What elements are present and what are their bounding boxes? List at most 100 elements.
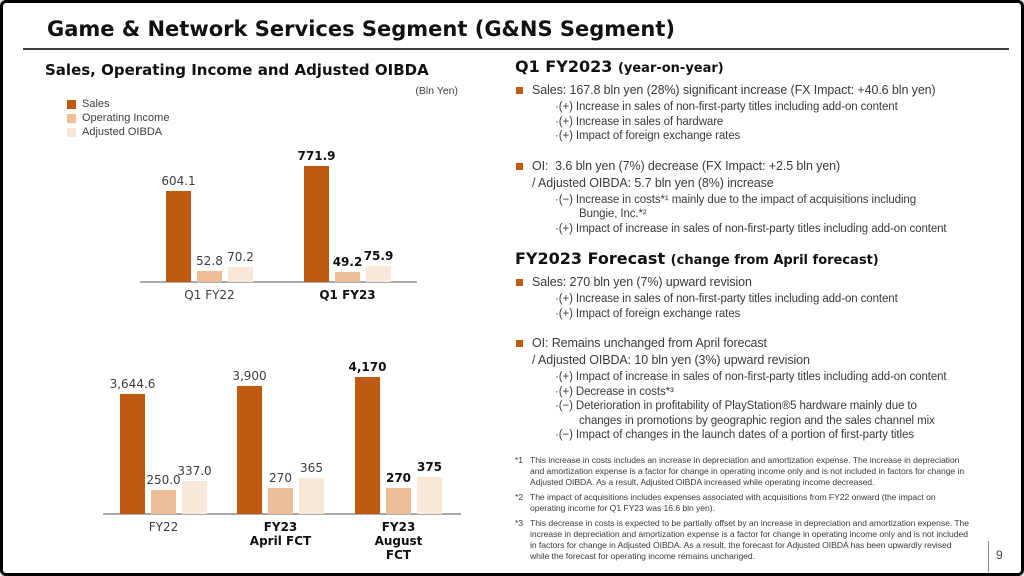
bar-operating-income [386,487,411,514]
bar-operating-income [335,271,360,282]
footnote-line: increase in depreciation and amortizatio… [530,529,968,539]
unit-label: (Bln Yen) [415,85,458,97]
bar-column-adjusted-oibda: 70.2 [227,143,254,282]
section-q1-fy2023: Q1 FY2023 (year-on-year) Sales: 167.8 bln… [515,57,1015,236]
footnote-line: *1 This increase in costs includes an inc… [515,455,1017,466]
bar-column-sales: 604.1 [161,143,196,282]
sub-bullet: ·(−) Impact of changes in the launch dat… [532,428,1015,443]
sub-bullet-text: ·(+) Increase in sales of non-first-part… [555,101,898,113]
bar-group-q1-fy22: 604.1 52.8 70.2 [161,143,254,282]
bar-column-sales: 771.9 [298,143,335,282]
bar-adjusted-oibda [366,265,391,282]
bar-column-sales: 4,170 [349,348,386,514]
page-number: 9 [996,548,1003,562]
sub-bullet: ·(+) Impact of increase in sales of non-… [532,370,1015,385]
sub-bullet: ·(+) Impact of foreign exchange rates [532,307,1015,322]
slide-title: Game & Network Services Segment (G&NS Se… [47,17,675,41]
bar-column-adjusted-oibda: 365 [299,348,324,514]
footnote-line: while the forecast for operating income … [530,551,755,561]
bar-column-operating-income: 250.0 [146,348,181,514]
legend-swatch-icon-sales [67,99,76,109]
legend-label: Operating Income [82,112,170,124]
sub-bullets: ·(+) Increase in sales of non-first-part… [532,100,1015,144]
bar-adjusted-oibda [417,477,442,514]
section-subtitle: (year-on-year) [617,61,724,76]
sub-bullet-text: ·(−) Deterioration in profitability of P… [555,400,917,412]
footnote-line: *2 The impact of acquisitions includes ex… [515,492,1017,503]
bullet-item: OI: Remains unchanged from April forecas… [515,335,1015,443]
bar-sales [355,377,380,514]
sub-bullet: ·(+) Increase in sales of hardware [532,115,1015,130]
footnote-line: and amortization expense is a factor for… [530,466,965,476]
bullet-square-icon [516,87,523,94]
bar-adjusted-oibda [299,478,324,514]
bar-sales [166,191,191,282]
sub-bullet: ·(+) Impact of foreign exchange rates [532,129,1015,144]
bullet-square-icon [516,340,523,347]
sub-bullet: ·(+) Increase in sales of non-first-part… [532,100,1015,115]
bullet-text: OI: Remains unchanged from April forecas… [532,336,767,350]
bar-column-operating-income: 52.8 [196,143,223,282]
footnote-marker: *2 [515,492,524,502]
bar-column-operating-income: 49.2 [333,143,362,282]
bar-value-label: 70.2 [227,250,254,265]
sub-bullet-text: changes in promotions by geographic regi… [579,414,935,427]
sub-bullets: ·(+) Impact of increase in sales of non-… [532,370,1015,443]
bar-column-operating-income: 270 [386,348,411,514]
bullet-text: Sales: 167.8 bln yen (28%) significant i… [532,83,936,97]
bullet-text: OI: 3.6 bln yen (7%) decrease (FX Impact… [532,158,841,173]
bullet-item: Sales: 167.8 bln yen (28%) significant i… [515,82,1015,144]
x-axis-line [140,281,417,283]
sub-bullet: ·(+) Decrease in costs*³ [532,385,1015,400]
sub-bullet: ·(−) Increase in costs*¹ mainly due to t… [532,193,1015,222]
bar-adjusted-oibda [228,267,253,282]
bar-value-label: 270 [269,470,292,485]
commentary-panel: Q1 FY2023 (year-on-year) Sales: 167.8 bln… [515,57,1015,456]
bar-column-operating-income: 270 [268,348,293,514]
bar-column-sales: 3,644.6 [110,348,155,514]
bar-value-label: 604.1 [161,174,196,189]
bullet-text: / Adjusted OIBDA: 5.7 bln yen (8%) incre… [532,175,774,190]
bar-value-label: 771.9 [297,149,336,163]
sub-bullet-text: ·(+) Decrease in costs*³ [555,385,674,398]
legend-swatch-icon-adjusted-oibda [67,127,76,137]
sub-bullets: ·(+) Increase in sales of non-first-part… [532,292,1015,321]
bullet-square-icon [516,162,523,170]
footnote-line: operating income for Q1 FY23 was 16.6 bl… [530,503,715,513]
sub-bullet: ·(−) Deterioration in profitability of P… [532,399,1015,428]
category-label: FY22 [148,520,179,534]
bar-chart-annual-forecast: 3,644.6 250.0 337.0 FY22 3,900 270 365 FY23 Apr… [103,348,461,562]
sub-bullet-text: ·(+) Impact of increase in sales of non-… [555,371,947,383]
bar-operating-income [197,270,222,282]
sub-bullet-text: ·(+) Increase in sales of non-first-part… [555,293,898,305]
footnote-1: *1 This increase in costs includes an inc… [515,455,1017,488]
bar-column-adjusted-oibda: 337.0 [177,348,212,514]
footnote-2: *2 The impact of acquisitions includes ex… [515,492,1017,514]
bullet-text: / Adjusted OIBDA: 10 bln yen (3%) upward… [532,353,810,367]
bar-chart-quarterly: 604.1 52.8 70.2 Q1 FY22 771.9 49.2 75.9 Q1 FY23 [140,143,417,302]
sub-bullets: ·(−) Increase in costs*¹ mainly due to t… [532,193,1015,237]
chart-panel-title: Sales, Operating Income and Adjusted OIB… [45,61,429,79]
x-axis-line [103,513,461,515]
category-label: Q1 FY22 [184,288,235,302]
bar-group-fy23-august-fct: 4,170 270 375 [349,348,442,514]
sub-bullet-text: Bungie, Inc.*² [579,208,647,220]
bar-value-label: 3,900 [232,368,267,383]
bullet-square-icon [516,279,523,286]
bar-sales [120,394,145,514]
bar-value-label: 52.8 [196,253,223,268]
section-title-text: FY2023 Forecast [515,249,666,268]
bullet-text: Sales: 270 bln yen (7%) upward revision [532,275,752,289]
sub-bullet: ·(+) Impact of increase in sales of non-… [532,222,1015,237]
bar-column-adjusted-oibda: 375 [417,348,442,514]
footnote-3: *3 This decrease in costs is expected to … [515,518,1017,562]
bar-value-label: 75.9 [363,248,394,263]
legend-item-adjusted-oibda: Adjusted OIBDA [67,125,169,139]
bar-value-label: 365 [300,461,323,476]
section-title: Q1 FY2023 (year-on-year) [515,57,1015,79]
section-title-text: Q1 FY2023 [515,57,613,76]
sub-bullet-text: ·(−) Increase in costs*¹ mainly due to t… [555,193,916,206]
footnote-line: *3 This decrease in costs is expected to … [515,518,1017,529]
chart-legend: Sales Operating Income Adjusted OIBDA [67,97,169,139]
